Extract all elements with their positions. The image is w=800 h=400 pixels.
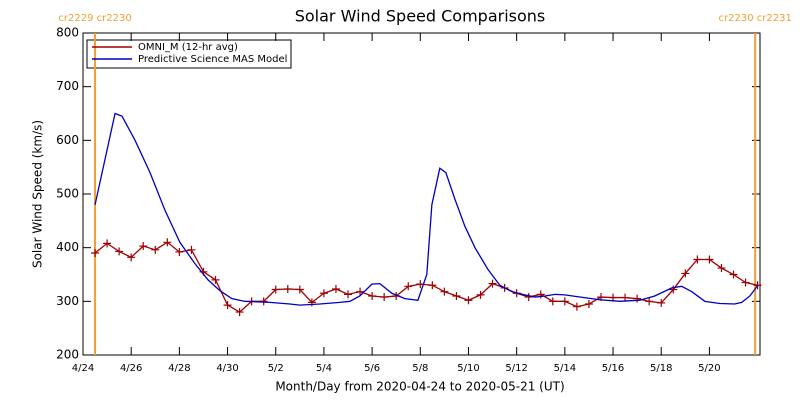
y-axis-label: Solar Wind Speed (km/s)	[31, 120, 45, 268]
series-line	[94, 112, 759, 306]
x-tick-label: 4/28	[168, 363, 190, 374]
marker	[187, 245, 196, 254]
marker	[223, 301, 232, 310]
x-tick-label: 5/10	[457, 363, 479, 374]
y-tick-label: 700	[56, 79, 79, 93]
x-tick-label: 5/18	[650, 363, 672, 374]
marker	[331, 284, 340, 293]
marker	[211, 275, 220, 284]
marker	[548, 297, 557, 306]
marker	[440, 287, 449, 296]
marker	[560, 297, 569, 306]
boundary-label: cr2230 cr2231	[719, 13, 792, 24]
marker	[428, 281, 437, 290]
y-tick-label: 300	[56, 294, 79, 308]
marker	[356, 287, 365, 296]
marker	[488, 279, 497, 288]
plot-frame	[82, 32, 761, 356]
marker	[464, 296, 473, 305]
legend-box	[86, 39, 292, 69]
marker	[295, 285, 304, 294]
marker	[681, 269, 690, 278]
x-tick-label: 5/6	[364, 363, 380, 374]
marker	[115, 247, 124, 256]
y-tick-label: 200	[56, 348, 79, 362]
marker	[368, 291, 377, 300]
x-tick-label: 4/26	[120, 363, 142, 374]
marker	[380, 293, 389, 302]
x-tick-label: 5/8	[412, 363, 428, 374]
y-tick-label: 400	[56, 240, 79, 254]
marker	[283, 284, 292, 293]
x-tick-label: 4/30	[216, 363, 238, 374]
marker	[572, 302, 581, 311]
x-tick-label: 4/24	[72, 363, 94, 374]
legend-label: OMNI_M (12-hr avg)	[138, 42, 238, 53]
marker	[271, 285, 280, 294]
marker	[717, 264, 726, 273]
chart-title: Solar Wind Speed Comparisons	[295, 7, 546, 26]
x-tick-label: 5/16	[602, 363, 624, 374]
legend-label: Predictive Science MAS Model	[138, 54, 287, 65]
marker	[163, 238, 172, 247]
marker	[103, 239, 112, 248]
marker	[344, 290, 353, 299]
marker	[319, 289, 328, 298]
x-tick-label: 5/4	[316, 363, 332, 374]
marker	[476, 290, 485, 299]
x-axis-label: Month/Day from 2020-04-24 to 2020-05-21 …	[275, 380, 564, 394]
marker	[645, 297, 654, 306]
marker	[621, 293, 630, 302]
marker	[139, 242, 148, 251]
marker	[404, 282, 413, 291]
marker	[584, 300, 593, 309]
marker	[127, 253, 136, 262]
marker	[633, 294, 642, 303]
y-tick-label: 500	[56, 187, 79, 201]
marker	[452, 291, 461, 300]
x-tick-label: 5/2	[268, 363, 284, 374]
marker	[524, 293, 533, 302]
marker	[175, 247, 184, 256]
marker	[669, 285, 678, 294]
x-tick-label: 5/12	[505, 363, 527, 374]
y-tick-label: 600	[56, 133, 79, 147]
marker	[235, 308, 244, 317]
y-tick-label: 800	[56, 26, 79, 40]
boundary-label: cr2229 cr2230	[58, 13, 131, 24]
x-tick-label: 5/14	[554, 363, 576, 374]
x-tick-label: 5/20	[698, 363, 720, 374]
marker	[151, 245, 160, 254]
marker	[657, 298, 666, 307]
marker	[91, 249, 100, 258]
marker	[259, 297, 268, 306]
marker	[729, 270, 738, 279]
marker	[741, 278, 750, 287]
marker	[693, 255, 702, 264]
marker	[705, 255, 714, 264]
